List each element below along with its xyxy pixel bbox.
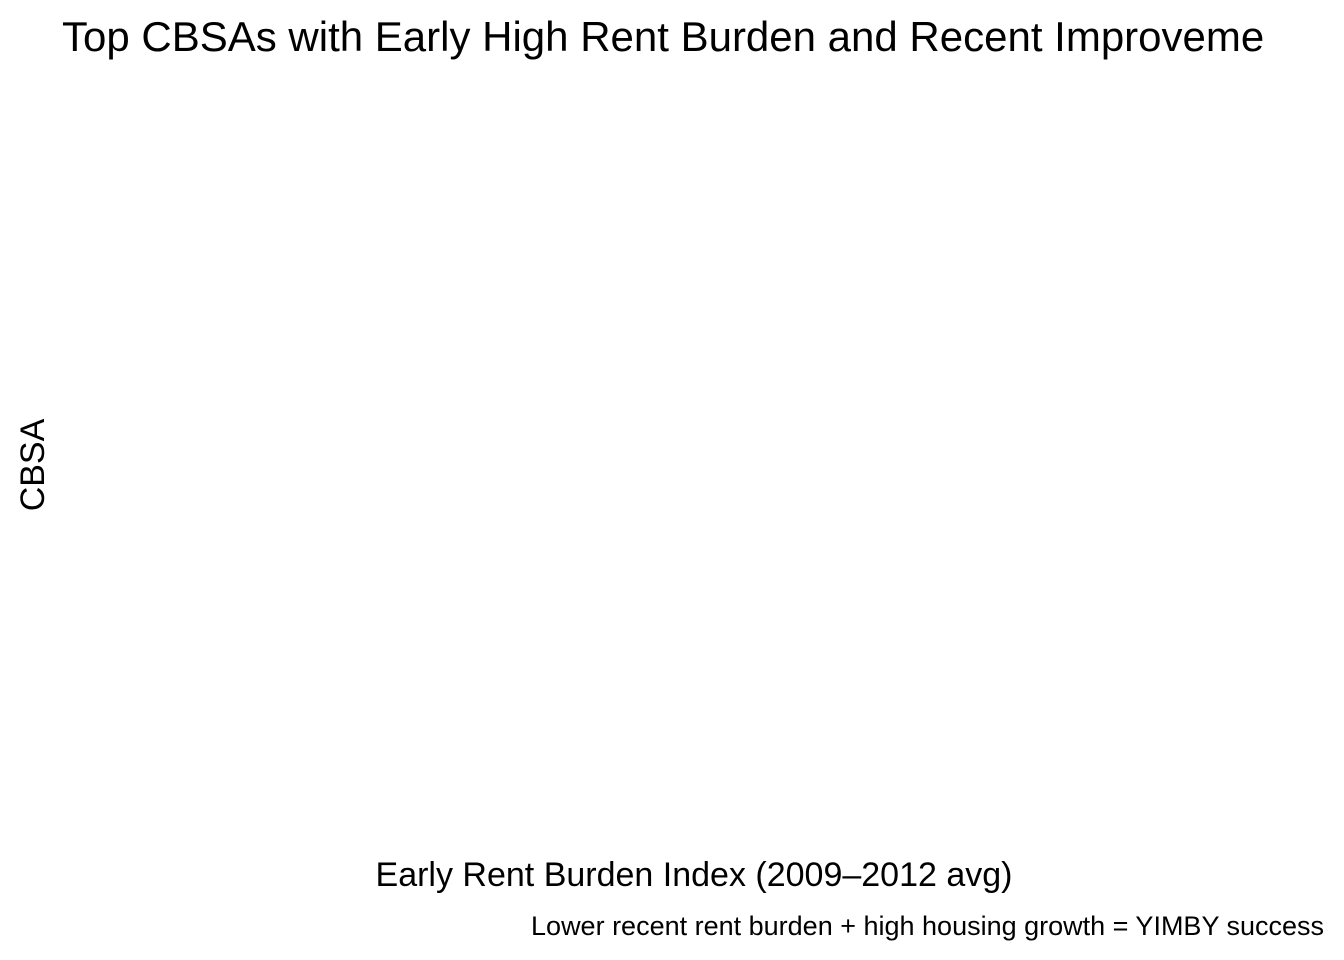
y-axis-label: CBSA [14,418,52,512]
chart-title: Top CBSAs with Early High Rent Burden an… [62,13,1265,60]
chart-caption: Lower recent rent burden + high housing … [531,911,1324,941]
x-axis-label: Early Rent Burden Index (2009–2012 avg) [375,856,1013,894]
plot-panel [62,70,1324,840]
plot-area [62,70,1324,840]
